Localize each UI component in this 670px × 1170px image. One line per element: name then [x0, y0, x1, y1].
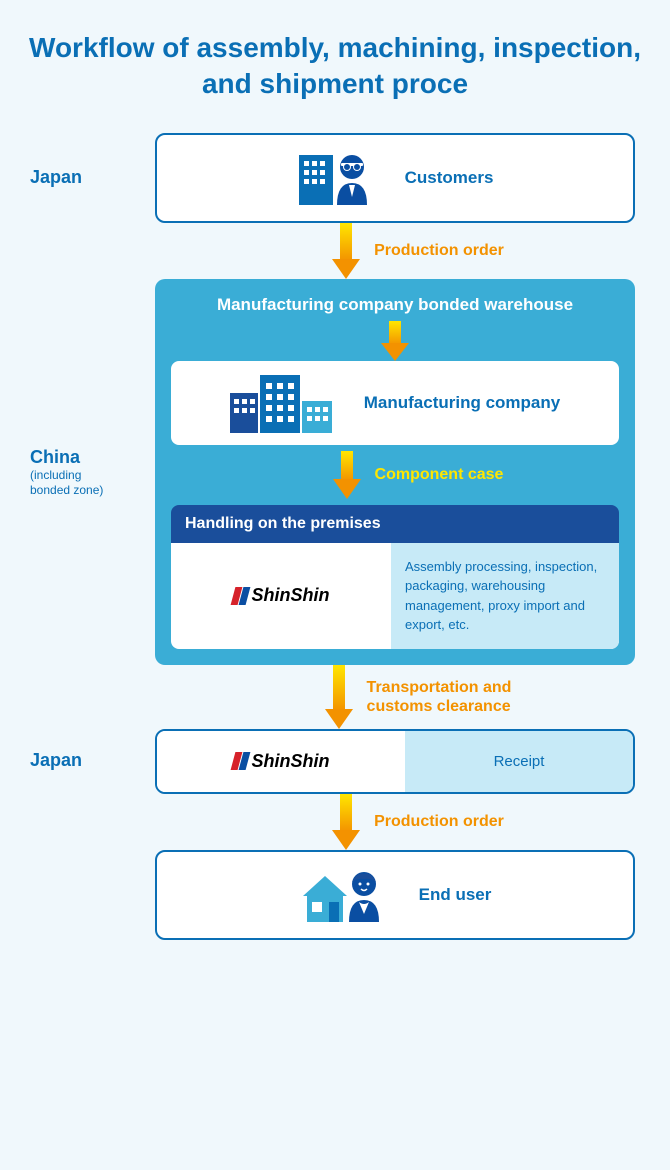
- arrow-down-icon: [331, 451, 363, 499]
- arrow-row-1: Production order: [20, 223, 650, 279]
- premises-header: Handling on the premises: [171, 505, 619, 543]
- arrow-row-3: Transportation and customs clearance: [20, 665, 650, 729]
- buildings-icon: [230, 373, 340, 433]
- enduser-icon: [299, 866, 389, 924]
- arrow4-label: Production order: [374, 812, 504, 831]
- node-enduser: End user: [155, 850, 635, 940]
- row-receipt: Japan ShinShin Receipt: [20, 729, 650, 794]
- region-japan-2: Japan: [20, 750, 140, 772]
- enduser-label: End user: [419, 885, 492, 905]
- arrow2-label: Component case: [375, 465, 504, 484]
- row-customers: Japan Customers: [20, 133, 650, 223]
- logo-text: ShinShin: [252, 585, 330, 606]
- receipt-label: Receipt: [405, 731, 633, 792]
- china-bonded-box: Manufacturing company bonded warehouse: [155, 279, 635, 665]
- region-china-sub: (including bonded zone): [30, 468, 140, 497]
- shinshin-logo: ShinShin: [233, 585, 330, 606]
- region-japan-1: Japan: [20, 167, 140, 189]
- arrow1-label: Production order: [374, 241, 504, 260]
- region-china-text: China: [30, 447, 80, 467]
- row-enduser: End user: [20, 850, 650, 940]
- premises-body: Assembly processing, inspection, packagi…: [391, 543, 619, 649]
- node-customers: Customers: [155, 133, 635, 223]
- node-manufacturing: Manufacturing company: [171, 361, 619, 445]
- region-china: China (including bonded zone): [20, 447, 140, 497]
- customers-icon: [297, 149, 375, 207]
- bonded-header: Manufacturing company bonded warehouse: [171, 295, 619, 315]
- arrow-row-4: Production order: [20, 794, 650, 850]
- arrow3-label: Transportation and customs clearance: [367, 678, 512, 716]
- manufacturing-label: Manufacturing company: [364, 393, 560, 413]
- customers-label: Customers: [405, 168, 494, 188]
- node-premises: Handling on the premises ShinShin Assemb…: [171, 505, 619, 649]
- arrow-down-icon: [330, 223, 362, 279]
- shinshin-logo: ShinShin: [233, 751, 330, 772]
- arrow-down-icon: [379, 321, 411, 361]
- page-title: Workflow of assembly, machining, inspect…: [20, 30, 650, 103]
- row-china: China (including bonded zone) Manufactur…: [20, 279, 650, 665]
- arrow-down-icon: [330, 794, 362, 850]
- node-receipt: ShinShin Receipt: [155, 729, 635, 794]
- arrow-down-icon: [323, 665, 355, 729]
- logo-text: ShinShin: [252, 751, 330, 772]
